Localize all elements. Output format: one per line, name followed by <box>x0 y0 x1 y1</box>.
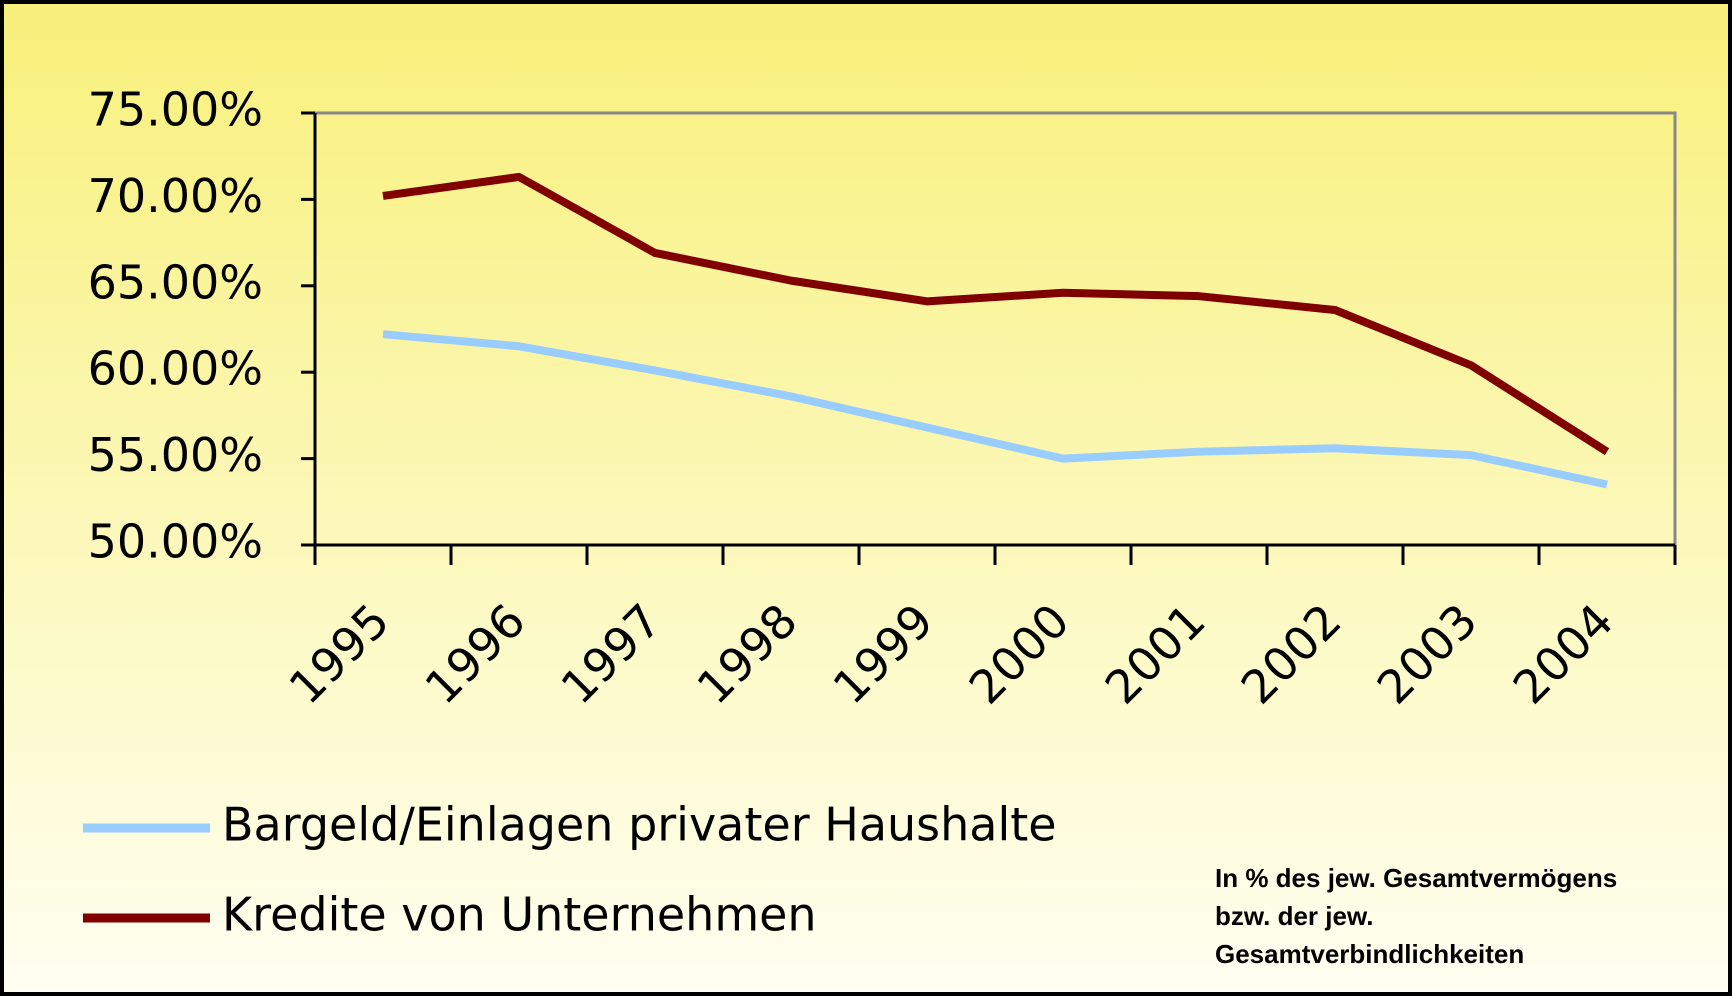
y-tick-label: 55.00% <box>88 428 263 482</box>
legend-label: Kredite von Unternehmen <box>222 888 817 942</box>
y-tick-label: 60.00% <box>88 342 263 396</box>
line <box>382 330 1608 489</box>
y-tick-label: 75.00% <box>88 83 263 137</box>
note: bzw. der jew. <box>1215 901 1373 931</box>
y-tick-label: 50.00% <box>88 515 263 569</box>
line <box>382 172 1610 456</box>
legend-label: Bargeld/Einlagen privater Haushalte <box>222 798 1057 852</box>
y-tick-label: 65.00% <box>88 255 263 309</box>
y-tick-label: 70.00% <box>88 169 263 223</box>
note: In % des jew. Gesamtvermögens <box>1215 863 1617 893</box>
note: Gesamtverbindlichkeiten <box>1215 939 1524 969</box>
